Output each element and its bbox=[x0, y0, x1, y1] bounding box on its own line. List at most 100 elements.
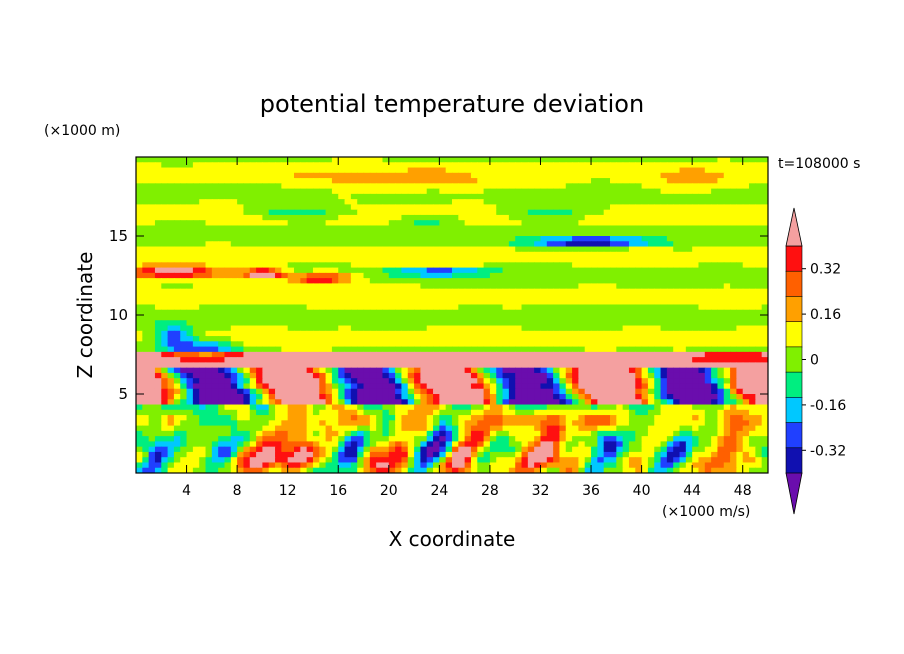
contour-cell bbox=[489, 220, 497, 227]
contour-cell bbox=[395, 346, 403, 353]
contour-cell bbox=[350, 404, 358, 411]
contour-cell bbox=[755, 167, 763, 174]
contour-cell bbox=[199, 399, 207, 406]
contour-cell bbox=[388, 330, 396, 337]
contour-cell bbox=[761, 367, 768, 374]
contour-cell bbox=[319, 325, 327, 332]
contour-cell bbox=[167, 330, 175, 337]
contour-cell bbox=[647, 399, 655, 406]
contour-cell bbox=[262, 288, 270, 295]
contour-cell bbox=[186, 267, 194, 274]
contour-cell bbox=[154, 394, 162, 400]
contour-cell bbox=[673, 193, 681, 200]
contour-cell bbox=[698, 283, 706, 290]
contour-cell bbox=[249, 336, 257, 342]
contour-cell bbox=[458, 193, 466, 200]
contour-cell bbox=[641, 214, 649, 221]
contour-cell bbox=[483, 367, 491, 374]
contour-cell bbox=[610, 330, 617, 337]
contour-cell bbox=[445, 204, 453, 211]
contour-cell bbox=[502, 257, 510, 263]
contour-cell bbox=[559, 330, 567, 337]
contour-cell bbox=[540, 372, 548, 379]
contour-cell bbox=[572, 346, 579, 353]
contour-cell bbox=[218, 357, 226, 363]
contour-cell bbox=[464, 178, 472, 184]
contour-cell bbox=[717, 199, 725, 205]
contour-cell bbox=[628, 309, 636, 316]
contour-cell bbox=[546, 388, 554, 395]
contour-cell bbox=[186, 209, 194, 216]
contour-cell bbox=[167, 309, 175, 316]
contour-cell bbox=[426, 293, 434, 300]
contour-cell bbox=[275, 236, 282, 242]
contour-cell bbox=[736, 193, 744, 200]
contour-cell bbox=[730, 357, 737, 363]
contour-cell bbox=[654, 325, 662, 332]
contour-cell bbox=[502, 388, 510, 395]
contour-cell bbox=[742, 372, 750, 379]
contour-cell bbox=[211, 204, 219, 211]
contour-cell bbox=[470, 288, 478, 295]
contour-cell bbox=[319, 230, 327, 237]
contour-cell bbox=[597, 225, 605, 232]
contour-cell bbox=[540, 293, 548, 300]
contour-cell bbox=[584, 304, 592, 311]
contour-cell bbox=[344, 278, 352, 284]
contour-cell bbox=[306, 262, 314, 269]
contour-cell bbox=[186, 409, 194, 416]
contour-cell bbox=[300, 241, 308, 248]
contour-cell bbox=[508, 325, 516, 332]
contour-cell bbox=[382, 214, 390, 221]
contour-cell bbox=[325, 351, 333, 358]
contour-cell bbox=[230, 320, 238, 327]
contour-cell bbox=[559, 399, 567, 406]
contour-cell bbox=[578, 214, 586, 221]
contour-cell bbox=[256, 346, 263, 353]
contour-cell bbox=[243, 204, 251, 211]
contour-cell bbox=[230, 272, 238, 279]
contour-cell bbox=[249, 415, 257, 421]
contour-cell bbox=[243, 183, 251, 190]
contour-cell bbox=[249, 183, 257, 190]
contour-cell bbox=[224, 241, 232, 248]
contour-cell bbox=[622, 178, 630, 184]
contour-cell bbox=[540, 230, 548, 237]
contour-cell bbox=[192, 325, 200, 332]
contour-cell bbox=[483, 372, 491, 379]
contour-cell bbox=[369, 188, 377, 195]
contour-cell bbox=[654, 167, 662, 174]
contour-cell bbox=[294, 246, 301, 253]
contour-cell bbox=[723, 293, 731, 300]
contour-cell bbox=[521, 388, 529, 395]
contour-cell bbox=[300, 167, 308, 174]
contour-cell bbox=[287, 251, 295, 258]
contour-cell bbox=[275, 372, 282, 379]
contour-cell bbox=[521, 399, 529, 406]
contour-cell bbox=[331, 372, 339, 379]
contour-cell bbox=[154, 267, 162, 274]
contour-cell bbox=[717, 304, 725, 311]
contour-cell bbox=[306, 330, 314, 337]
contour-cell bbox=[660, 341, 668, 348]
contour-cell bbox=[730, 199, 737, 205]
contour-cell bbox=[584, 251, 592, 258]
contour-cell bbox=[281, 199, 289, 205]
contour-cell bbox=[597, 388, 605, 395]
contour-cell bbox=[584, 236, 592, 242]
contour-cell bbox=[312, 209, 320, 216]
contour-cell bbox=[142, 183, 150, 190]
contour-cell bbox=[363, 325, 371, 332]
contour-cell bbox=[275, 409, 282, 416]
contour-cell bbox=[230, 372, 238, 379]
contour-cell bbox=[704, 315, 712, 321]
contour-cell bbox=[616, 383, 624, 390]
contour-cell bbox=[167, 262, 175, 269]
contour-cell bbox=[268, 362, 276, 369]
contour-cell bbox=[508, 309, 516, 316]
contour-cell bbox=[167, 283, 175, 290]
contour-cell bbox=[136, 351, 143, 358]
contour-cell bbox=[275, 162, 282, 169]
contour-cell bbox=[338, 220, 346, 227]
contour-cell bbox=[489, 183, 497, 190]
